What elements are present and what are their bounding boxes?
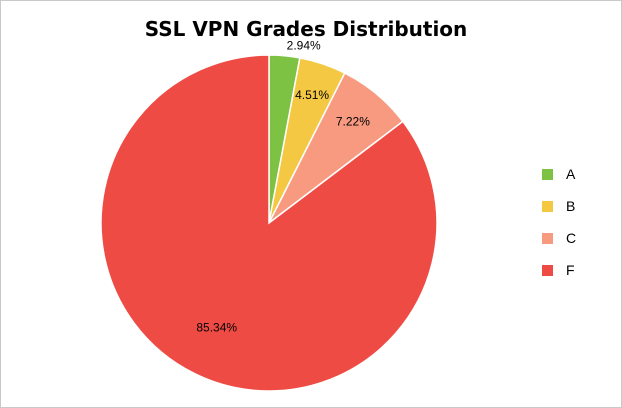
- pie-slices: [100, 54, 438, 392]
- pie-slice-f: [100, 54, 438, 392]
- legend-swatch-c: [542, 233, 553, 244]
- legend-label-f: F: [566, 262, 575, 278]
- legend-label-b: B: [566, 198, 575, 214]
- legend-label-a: A: [566, 166, 576, 182]
- data-label-c: 7.22%: [336, 114, 370, 128]
- legend-swatch-f: [542, 265, 553, 276]
- data-label-b: 4.51%: [295, 88, 329, 102]
- legend-label-c: C: [566, 230, 576, 246]
- data-labels: 2.94% 4.51% 7.22% 85.34%: [196, 38, 370, 334]
- data-label-f: 85.34%: [196, 320, 237, 334]
- legend-swatch-a: [542, 169, 553, 180]
- legend-swatch-b: [542, 201, 553, 212]
- chart-title: SSL VPN Grades Distribution: [145, 17, 468, 41]
- data-label-a: 2.94%: [287, 38, 321, 52]
